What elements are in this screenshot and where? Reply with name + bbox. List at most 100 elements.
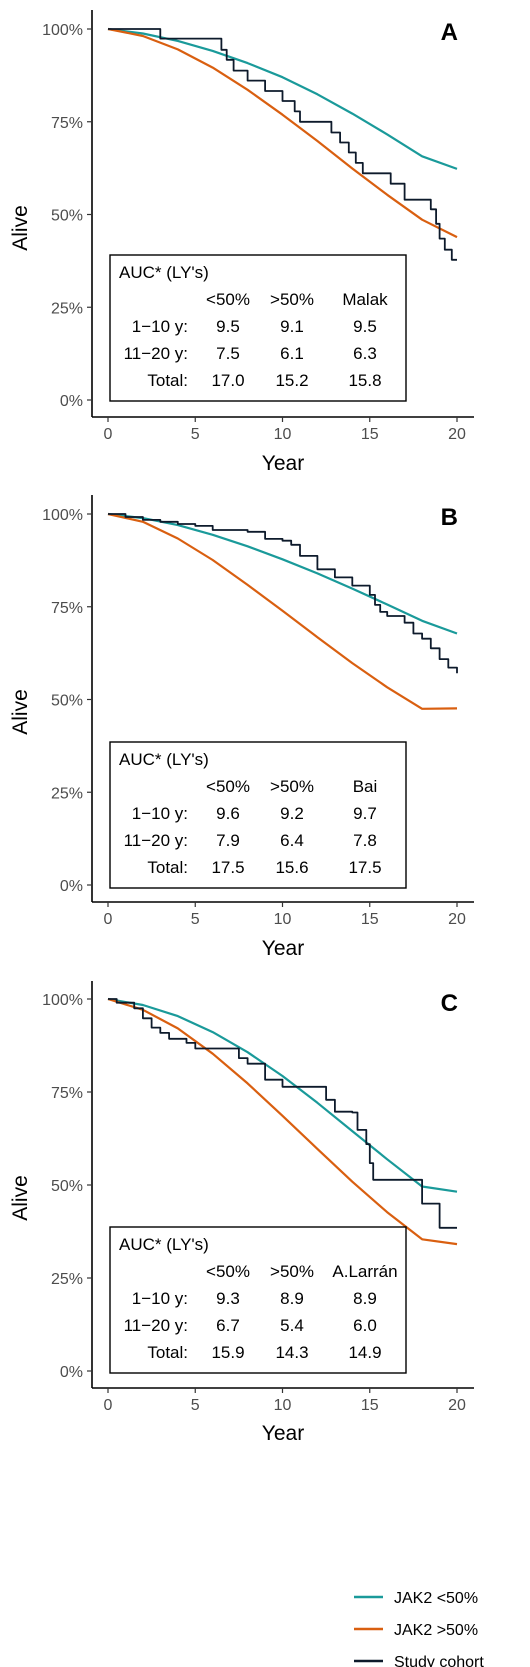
y-tick-label: 0% bbox=[60, 1364, 83, 1381]
x-axis-title: Year bbox=[262, 1422, 304, 1445]
auc-table: AUC* (LY's) <50% >50% A.Larrán 1−10 y: 9.3 8.9… bbox=[109, 1226, 407, 1374]
x-tick-label: 15 bbox=[361, 426, 379, 443]
y-tick-label: 50% bbox=[51, 1178, 83, 1195]
auc-table-box bbox=[109, 741, 407, 889]
series-line-jak2-50 bbox=[107, 997, 458, 1246]
auc-table: AUC* (LY's) <50% >50% Bai 1−10 y: 9.6 9.2 9.7 11… bbox=[109, 741, 407, 889]
auc-column-header: >50% bbox=[270, 777, 314, 796]
auc-cell: 9.3 bbox=[216, 1289, 240, 1308]
auc-row-label: 1−10 y: bbox=[132, 1289, 188, 1308]
auc-cell: 7.9 bbox=[216, 831, 240, 850]
auc-cell: 5.4 bbox=[280, 1316, 304, 1335]
y-tick-label: 75% bbox=[51, 1085, 83, 1102]
auc-table-title: AUC* (LY's) bbox=[119, 750, 209, 769]
y-tick-label: 100% bbox=[42, 992, 83, 1009]
auc-cell: 9.2 bbox=[280, 804, 304, 823]
auc-table-box bbox=[109, 1226, 407, 1374]
auc-table-box bbox=[109, 254, 407, 402]
y-tick-label: 75% bbox=[51, 115, 83, 132]
panel-c: 0% 25% 50% 75% 100% 0 5 10 15 20 Year Alive C AUC* (L… bbox=[9, 981, 474, 1445]
x-tick-label: 10 bbox=[274, 426, 292, 443]
auc-column-header: <50% bbox=[206, 290, 250, 309]
x-axis-title: Year bbox=[262, 452, 304, 475]
x-tick-label: 5 bbox=[191, 911, 200, 928]
auc-cell: 14.9 bbox=[348, 1343, 381, 1362]
auc-cell: 15.6 bbox=[275, 858, 308, 877]
auc-row-label: 11−20 y: bbox=[124, 831, 188, 850]
auc-cell: 8.9 bbox=[353, 1289, 377, 1308]
legend-label: JAK2 <50% bbox=[394, 1590, 478, 1607]
legend-label: JAK2 >50% bbox=[394, 1622, 478, 1639]
auc-column-header: Malak bbox=[342, 290, 388, 309]
auc-row-label: Total: bbox=[147, 858, 188, 877]
auc-cell: 15.8 bbox=[348, 371, 381, 390]
auc-row-label: 11−20 y: bbox=[124, 1316, 188, 1335]
auc-row-label: 1−10 y: bbox=[132, 804, 188, 823]
auc-column-header: <50% bbox=[206, 1262, 250, 1281]
y-tick-label: 25% bbox=[51, 785, 83, 802]
x-tick-label: 20 bbox=[448, 1397, 466, 1414]
series-line-study-cohort bbox=[108, 28, 457, 261]
auc-column-header: >50% bbox=[270, 290, 314, 309]
auc-row-label: Total: bbox=[147, 1343, 188, 1362]
auc-cell: 6.1 bbox=[280, 344, 304, 363]
y-tick-label: 0% bbox=[60, 878, 83, 895]
auc-cell: 6.3 bbox=[353, 344, 377, 363]
auc-cell: 9.6 bbox=[216, 804, 240, 823]
panel-a: 0% 25% 50% 75% 100% 0 5 10 15 20 Year Alive A AUC* (L… bbox=[9, 10, 474, 475]
auc-cell: 6.4 bbox=[280, 831, 304, 850]
panel-letter: B bbox=[441, 504, 458, 531]
y-tick-label: 25% bbox=[51, 1271, 83, 1288]
auc-cell: 9.5 bbox=[216, 317, 240, 336]
x-axis-title: Year bbox=[262, 937, 304, 960]
auc-table-title: AUC* (LY's) bbox=[119, 263, 209, 282]
auc-cell: 6.0 bbox=[353, 1316, 377, 1335]
x-tick-label: 5 bbox=[191, 426, 200, 443]
series-line-jak2-50 bbox=[107, 512, 458, 635]
legend: JAK2 <50% JAK2 >50% Study cohort bbox=[354, 1590, 484, 1667]
y-tick-label: 75% bbox=[51, 600, 83, 617]
panel-letter: C bbox=[441, 990, 458, 1017]
x-tick-label: 0 bbox=[104, 426, 113, 443]
auc-cell: 9.7 bbox=[353, 804, 377, 823]
x-tick-label: 15 bbox=[361, 911, 379, 928]
x-tick-label: 15 bbox=[361, 1397, 379, 1414]
auc-cell: 17.5 bbox=[348, 858, 381, 877]
auc-cell: 17.0 bbox=[211, 371, 244, 390]
series-line-jak2-50 bbox=[107, 27, 458, 239]
x-tick-label: 10 bbox=[274, 1397, 292, 1414]
auc-column-header: <50% bbox=[206, 777, 250, 796]
y-axis-title: Alive bbox=[9, 689, 32, 735]
y-tick-label: 100% bbox=[42, 507, 83, 524]
x-tick-label: 0 bbox=[104, 1397, 113, 1414]
series-line-study-cohort bbox=[108, 513, 458, 674]
series-line-jak2-50 bbox=[107, 997, 458, 1193]
y-tick-label: 50% bbox=[51, 208, 83, 225]
legend-label: Study cohort bbox=[394, 1654, 484, 1667]
auc-cell: 15.9 bbox=[211, 1343, 244, 1362]
y-axis-title: Alive bbox=[9, 205, 32, 251]
auc-row-label: Total: bbox=[147, 371, 188, 390]
auc-cell: 7.8 bbox=[353, 831, 377, 850]
y-tick-label: 0% bbox=[60, 393, 83, 410]
panel-b: 0% 25% 50% 75% 100% 0 5 10 15 20 Year Alive B AUC* (L… bbox=[9, 495, 474, 960]
auc-table: AUC* (LY's) <50% >50% Malak 1−10 y: 9.5 9.1 9.5… bbox=[109, 254, 407, 402]
auc-column-header: A.Larrán bbox=[332, 1262, 397, 1281]
auc-cell: 7.5 bbox=[216, 344, 240, 363]
auc-cell: 17.5 bbox=[211, 858, 244, 877]
panel-letter: A bbox=[441, 19, 458, 46]
auc-table-title: AUC* (LY's) bbox=[119, 1235, 209, 1254]
x-tick-label: 0 bbox=[104, 911, 113, 928]
auc-cell: 6.7 bbox=[216, 1316, 240, 1335]
auc-column-header: >50% bbox=[270, 1262, 314, 1281]
y-tick-label: 50% bbox=[51, 693, 83, 710]
x-tick-label: 10 bbox=[274, 911, 292, 928]
auc-cell: 15.2 bbox=[275, 371, 308, 390]
series-line-study-cohort bbox=[108, 998, 457, 1229]
auc-cell: 8.9 bbox=[280, 1289, 304, 1308]
x-tick-label: 5 bbox=[191, 1397, 200, 1414]
auc-column-header: Bai bbox=[353, 777, 378, 796]
auc-cell: 14.3 bbox=[275, 1343, 308, 1362]
x-tick-label: 20 bbox=[448, 911, 466, 928]
